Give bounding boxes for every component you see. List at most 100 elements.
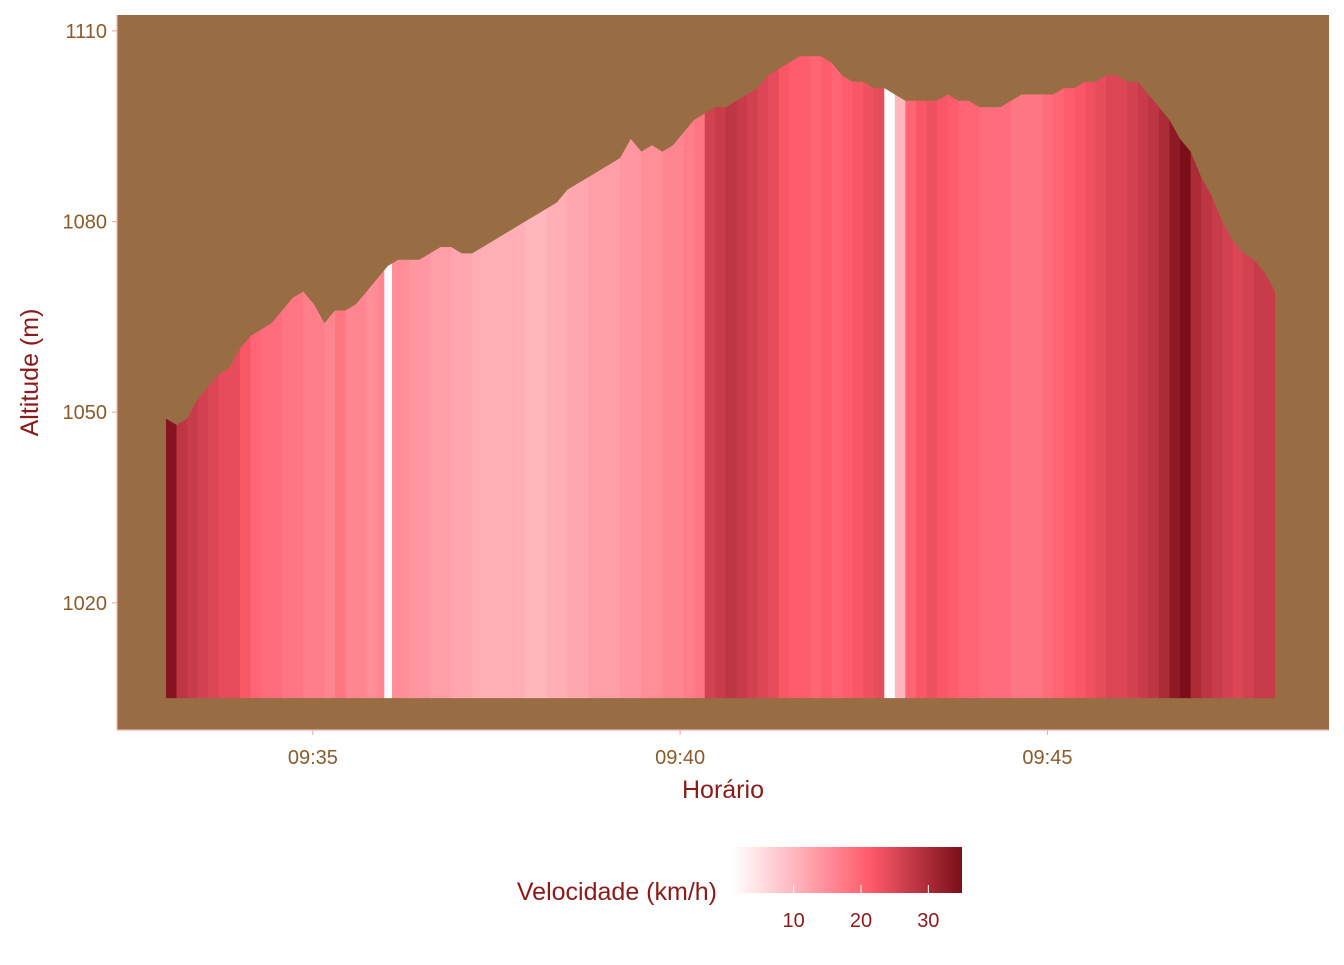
speed-bar xyxy=(620,15,632,699)
speed-bar xyxy=(768,15,780,699)
speed-bar xyxy=(820,15,833,699)
speed-bar xyxy=(746,15,759,699)
speed-bar xyxy=(334,15,347,699)
speed-bar xyxy=(1137,15,1149,699)
speed-bar xyxy=(694,15,706,699)
speed-bar xyxy=(1232,15,1245,699)
speed-bar xyxy=(1127,15,1139,699)
speed-bar xyxy=(884,15,896,699)
speed-bar xyxy=(673,15,685,699)
speed-bar xyxy=(894,15,907,699)
speed-bar xyxy=(1148,15,1160,699)
speed-bar xyxy=(419,15,431,699)
speed-bar xyxy=(599,15,611,699)
speed-bar xyxy=(641,15,653,699)
legend-tick-label: 20 xyxy=(850,910,872,932)
speed-bar xyxy=(271,15,283,699)
speed-bar xyxy=(905,15,917,699)
speed-bar xyxy=(704,15,716,699)
legend-colorbar xyxy=(733,847,962,893)
speed-bar xyxy=(863,15,875,699)
speed-bar xyxy=(345,15,357,699)
y-axis-title: Altitude (m) xyxy=(16,309,44,437)
speed-bar xyxy=(261,15,273,699)
speed-bar xyxy=(1158,15,1171,699)
speed-bar xyxy=(535,15,547,699)
speed-bar xyxy=(757,15,769,699)
speed-bar xyxy=(873,15,885,699)
x-axis-title: Horário xyxy=(682,776,764,804)
speed-bar xyxy=(1116,15,1128,699)
speed-bar xyxy=(1095,15,1107,699)
speed-bar xyxy=(1106,15,1118,699)
speed-bar xyxy=(250,15,262,699)
speed-bar xyxy=(440,15,452,699)
x-tick-label: 09:35 xyxy=(288,747,338,769)
speed-bar xyxy=(979,15,991,699)
speed-bar xyxy=(430,15,442,699)
speed-bar xyxy=(778,15,790,699)
speed-bar xyxy=(810,15,822,699)
speed-bar xyxy=(525,15,537,699)
speed-bar xyxy=(842,15,854,699)
speed-bar xyxy=(630,15,642,699)
speed-bar xyxy=(968,15,980,699)
speed-bar xyxy=(588,15,600,699)
speed-bar xyxy=(609,15,621,699)
speed-bar xyxy=(789,15,801,699)
speed-bar xyxy=(915,15,928,699)
speed-bar xyxy=(1222,15,1234,699)
speed-bar xyxy=(1032,15,1044,699)
speed-bar xyxy=(736,15,748,699)
speed-bar xyxy=(546,15,558,699)
speed-bar xyxy=(377,15,389,699)
legend-title: Velocidade (km/h) xyxy=(517,878,717,906)
speed-bar xyxy=(926,15,938,699)
speed-bar xyxy=(1201,15,1213,699)
speed-bar xyxy=(989,15,1002,699)
y-tick-label: 1020 xyxy=(63,593,108,615)
speed-bar xyxy=(725,15,737,699)
speed-gap xyxy=(384,15,389,699)
speed-bar xyxy=(493,15,505,699)
speed-gap xyxy=(388,15,393,699)
speed-bar xyxy=(958,15,970,699)
speed-bar xyxy=(1264,15,1276,699)
speed-bar xyxy=(1053,15,1065,699)
speed-bar xyxy=(451,15,463,699)
speed-bar xyxy=(937,15,949,699)
speed-bar xyxy=(282,15,294,699)
speed-bar xyxy=(313,15,326,699)
y-tick-label: 1110 xyxy=(65,21,107,43)
speed-bar xyxy=(1243,15,1255,699)
speed-bar xyxy=(472,15,484,699)
legend-tick-label: 10 xyxy=(782,910,804,932)
legend: Velocidade (km/h) 10 20 30 xyxy=(517,847,962,932)
x-tick-label: 09:40 xyxy=(655,747,705,769)
speed-bar xyxy=(303,15,315,699)
speed-bar xyxy=(1042,15,1054,699)
speed-bar xyxy=(1254,15,1266,699)
speed-bar xyxy=(852,15,864,699)
speed-bar xyxy=(1084,15,1097,699)
speed-bar xyxy=(292,15,304,699)
speed-bar xyxy=(567,15,579,699)
y-tick-label: 1080 xyxy=(63,212,108,234)
legend-tick-label: 30 xyxy=(917,910,939,932)
speed-bar xyxy=(408,15,421,699)
x-tick-label: 09:45 xyxy=(1022,747,1072,769)
altitude-profile-mask xyxy=(117,15,1329,730)
speed-bar xyxy=(239,15,252,699)
legend-ticks: 10 20 30 xyxy=(782,885,939,932)
speed-bar xyxy=(947,15,959,699)
speed-bar xyxy=(1000,15,1012,699)
speed-bar xyxy=(504,15,516,699)
speed-bar xyxy=(1074,15,1086,699)
speed-bar xyxy=(398,15,410,699)
speed-bar xyxy=(387,15,399,699)
speed-bar xyxy=(461,15,473,699)
speed-bar xyxy=(1063,15,1076,699)
speed-bar xyxy=(1180,15,1192,699)
